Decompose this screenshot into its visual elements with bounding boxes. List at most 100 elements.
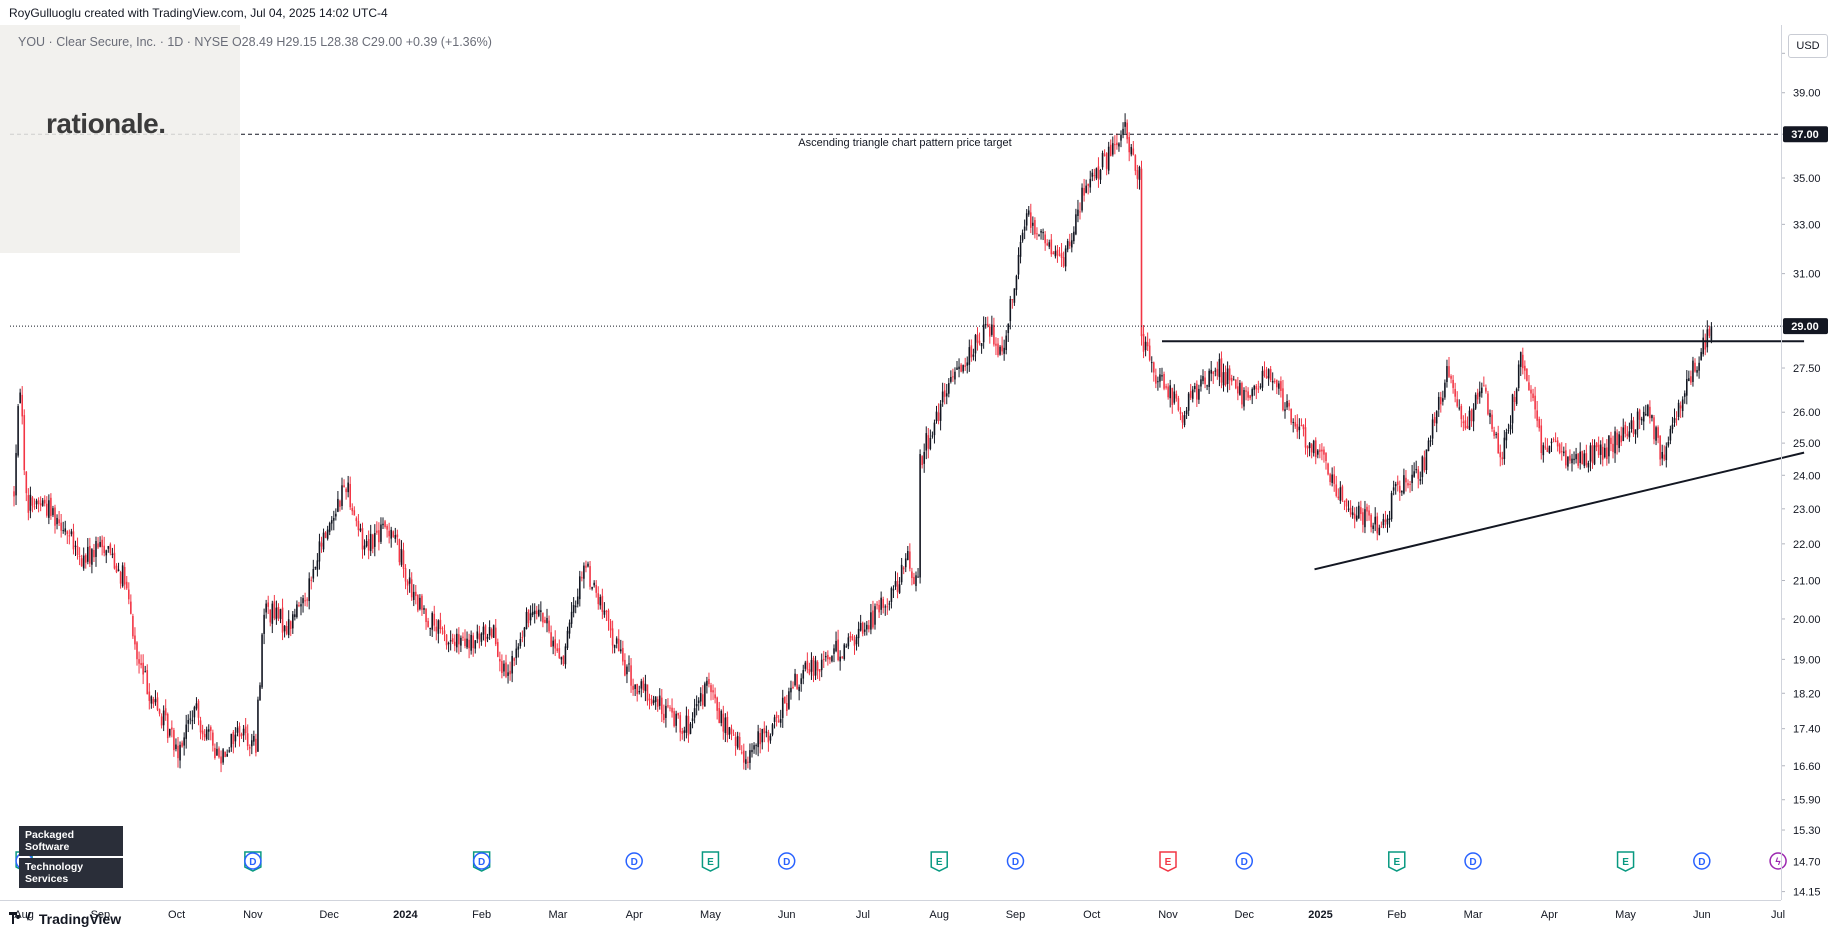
candle-body	[1232, 379, 1235, 381]
candle-body	[300, 604, 302, 607]
candle-body	[195, 703, 198, 709]
candle-body	[259, 685, 261, 701]
candle-body	[935, 411, 938, 422]
candle-body	[1120, 134, 1122, 141]
candle-body	[1458, 407, 1461, 409]
candle-body	[1710, 326, 1713, 341]
candle-body	[1468, 410, 1471, 430]
dividend-marker-shape	[777, 852, 796, 870]
candle-body	[1392, 487, 1395, 491]
candle-body	[1071, 240, 1073, 248]
candle-body	[52, 508, 54, 516]
candle-body	[847, 637, 850, 647]
candle-body	[695, 703, 698, 707]
x-tick-label: Oct	[168, 909, 185, 921]
candle-body	[882, 599, 884, 608]
candle-body	[1243, 390, 1245, 407]
candle-body	[1640, 418, 1643, 421]
candle-body	[1655, 427, 1657, 441]
y-tick-label: 21.00	[1793, 576, 1821, 588]
candle-body	[1610, 437, 1612, 444]
candle-body	[576, 596, 579, 605]
footer-brand[interactable]: TradingView	[9, 911, 121, 927]
candle-body	[376, 530, 378, 533]
candle-body	[1036, 233, 1038, 235]
candle-body	[322, 532, 325, 550]
candle-body	[1230, 377, 1233, 382]
candle-body	[125, 581, 128, 589]
candle-body	[341, 485, 343, 507]
candle-body	[130, 601, 132, 614]
symbol-legend[interactable]: YOU · Clear Secure, Inc. · 1D · NYSE O28…	[18, 35, 492, 49]
candle-body	[681, 731, 684, 734]
candle-body	[1286, 400, 1288, 408]
candle-body	[1204, 377, 1206, 385]
candle-body	[314, 567, 317, 569]
candle-body	[661, 697, 663, 715]
candle-body	[1364, 509, 1366, 528]
candle-body	[140, 663, 142, 666]
candle-body	[1210, 369, 1212, 374]
candle-body	[1645, 413, 1647, 415]
earnings-marker-shape	[1616, 851, 1635, 872]
candle-body	[121, 565, 124, 587]
candle-body	[613, 644, 616, 648]
candle-body	[1060, 252, 1063, 258]
candle-body	[1247, 391, 1249, 398]
candle-body	[970, 345, 973, 358]
candle-body	[1575, 454, 1577, 460]
candle-body	[394, 535, 397, 539]
earnings-marker: E	[1159, 851, 1177, 872]
candle-body	[738, 736, 741, 751]
candle-body	[1333, 474, 1335, 484]
candle-body	[335, 513, 337, 517]
candle-body	[132, 615, 134, 637]
candle-body	[794, 673, 796, 686]
candle-body	[72, 531, 75, 550]
candle-body	[214, 747, 216, 758]
candle-body	[1448, 366, 1450, 377]
candle-body	[308, 578, 310, 602]
candle-body	[470, 634, 472, 651]
candle-body	[460, 637, 462, 646]
candle-body	[732, 734, 735, 736]
x-tick-label: Jun	[778, 909, 796, 921]
candle-body	[548, 620, 550, 632]
candle-body	[1224, 372, 1227, 385]
earnings-marker-shape	[1159, 851, 1177, 872]
candle-body	[1153, 362, 1155, 373]
x-tick-label: Nov	[243, 909, 263, 921]
currency-button[interactable]: USD	[1788, 34, 1828, 58]
candle-body	[35, 500, 38, 505]
candle-body	[1091, 172, 1094, 177]
candle-body	[91, 549, 93, 565]
candle-body	[925, 433, 928, 451]
candle-body	[648, 698, 651, 700]
time-axis-border	[0, 900, 1781, 901]
x-tick-label: Aug	[929, 909, 949, 921]
candle-body	[665, 705, 667, 718]
candle-body	[585, 565, 587, 568]
candle-body	[507, 672, 509, 676]
candle-body	[173, 730, 175, 751]
candle-body	[431, 613, 433, 630]
candle-body	[410, 579, 413, 598]
candle-body	[117, 569, 120, 572]
candle-body	[1421, 456, 1424, 478]
x-tick-label: 2025	[1308, 909, 1332, 921]
candle-body	[1259, 386, 1262, 388]
candle-body	[216, 748, 218, 756]
candle-body	[599, 596, 602, 606]
split-marker: ϟ	[1769, 852, 1787, 870]
candle-body	[248, 747, 251, 749]
candle-body	[1499, 452, 1502, 458]
candle-body	[921, 456, 923, 466]
candle-body	[175, 744, 177, 750]
attribution-text: RoyGulluoglu created with TradingView.co…	[9, 6, 388, 20]
candle-body	[1214, 370, 1217, 372]
event-markers: EEEEEEEEDDDDDDDDDϟ	[15, 851, 1787, 872]
candle-body	[837, 639, 839, 661]
candle-body	[993, 324, 995, 345]
